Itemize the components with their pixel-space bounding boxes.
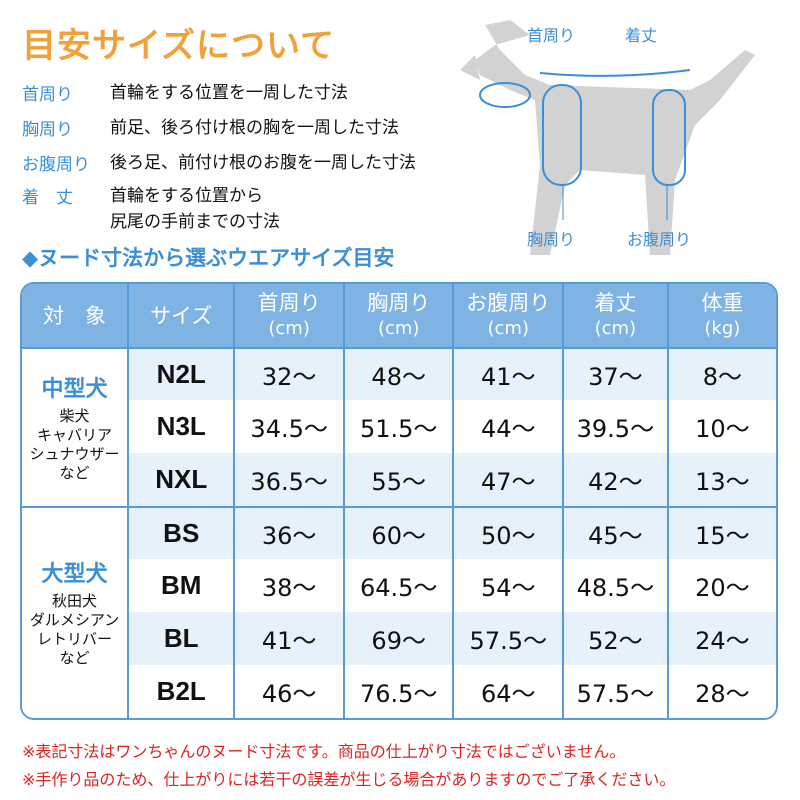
breed: レトリバー xyxy=(37,630,113,648)
category-name: 大型犬 xyxy=(41,562,108,587)
column-header: お腹周り (cm) xyxy=(454,284,565,347)
value-cell: 13〜 xyxy=(668,453,776,506)
table-row: 大型犬 秋田犬 ダルメシアン レトリバー など BS 36〜 60〜 50〜 45〜 15〜 xyxy=(22,506,776,718)
breed: ダルメシアン xyxy=(29,611,120,629)
value-cell: 64〜 xyxy=(454,665,565,718)
header-label: 胸周り xyxy=(367,290,431,315)
value-cell: 64.5〜 xyxy=(344,559,455,612)
header-label: サイズ xyxy=(150,303,213,328)
value-cell: 69〜 xyxy=(344,612,455,665)
desc: 首輪をする位置から xyxy=(110,186,263,206)
breed: シュナウザー xyxy=(29,444,120,463)
desc: 前足、後ろ付け根の胸を一周した寸法 xyxy=(110,118,399,138)
value-cell: 36〜 xyxy=(235,506,345,559)
value-cell: 38〜 xyxy=(235,559,345,612)
size-table: 対 象サイズ 首周り (cm) 胸周り (cm) お腹周り (cm) 着丈 (cm) 体重 (kg)… xyxy=(20,282,778,720)
value-cell: 8〜 xyxy=(668,347,776,400)
desc-2: 尻尾の手前までの寸法 xyxy=(110,212,280,232)
term: 着 丈 xyxy=(22,188,73,208)
size-cell: NXL xyxy=(129,453,236,506)
header-unit: (kg) xyxy=(704,317,741,339)
header-label: 体重 xyxy=(701,290,744,315)
value-cell: 15〜 xyxy=(668,506,776,559)
size-cell: BM xyxy=(129,559,236,612)
value-cell: 57.5〜 xyxy=(564,665,669,718)
table-row: NXL 36.5〜 55〜 47〜 42〜 13〜 xyxy=(22,453,776,506)
value-cell: 20〜 xyxy=(668,559,776,612)
value-cell: 41〜 xyxy=(235,612,345,665)
diagram-label-belly: お腹周り xyxy=(627,230,692,249)
value-cell: 41〜 xyxy=(454,347,565,400)
dog-diagram-illustration xyxy=(460,20,755,255)
value-cell: 48〜 xyxy=(344,347,455,400)
diagram-label-neck: 首周り xyxy=(527,26,576,45)
breed: 秋田犬 xyxy=(52,592,98,610)
value-cell: 60〜 xyxy=(344,506,455,559)
value-cell: 46〜 xyxy=(235,665,345,718)
table-subtitle: ◆ヌード寸法から選ぶウエアサイズ目安 xyxy=(22,246,395,270)
size-cell: B2L xyxy=(129,665,236,718)
page-title: 目安サイズについて xyxy=(22,26,335,66)
value-cell: 34.5〜 xyxy=(235,400,345,453)
breed: など xyxy=(59,649,90,667)
term: お腹周り xyxy=(22,155,90,175)
table-row: BM 38〜 64.5〜 54〜 48.5〜 20〜 xyxy=(22,559,776,612)
column-header: 対 象 xyxy=(22,284,130,347)
header-label: 着丈 xyxy=(594,290,637,315)
value-cell: 37〜 xyxy=(564,347,669,400)
value-cell: 52〜 xyxy=(564,612,669,665)
header-unit: (cm) xyxy=(487,317,529,339)
note-2: ※手作り品のため、仕上がりには若干の誤差が生じる場合がありますのでご了承ください… xyxy=(22,770,676,789)
header-unit: (cm) xyxy=(594,317,637,339)
size-cell: N2L xyxy=(129,347,236,400)
value-cell: 24〜 xyxy=(668,612,776,665)
header-label: お腹周り xyxy=(466,290,551,315)
table-row: 中型犬 柴犬 キャバリア シュナウザー など N2L 32〜 48〜 41〜 37〜 8〜 xyxy=(22,347,776,506)
size-cell: N3L xyxy=(129,400,236,453)
term: 胸周り xyxy=(22,120,73,140)
term: 首周り xyxy=(22,85,73,105)
column-header: 胸周り (cm) xyxy=(344,284,455,347)
header-label: 対 象 xyxy=(43,303,107,328)
value-cell: 51.5〜 xyxy=(344,400,455,453)
value-cell: 57.5〜 xyxy=(454,612,565,665)
diagram-label-chest: 胸周り xyxy=(527,230,576,249)
breed: 柴犬 xyxy=(59,406,90,425)
value-cell: 76.5〜 xyxy=(344,665,455,718)
value-cell: 44〜 xyxy=(454,400,565,453)
table-row: BL 41〜 69〜 57.5〜 52〜 24〜 xyxy=(22,612,776,665)
value-cell: 50〜 xyxy=(454,506,565,559)
table-row: B2L 46〜 76.5〜 64〜 57.5〜 28〜 xyxy=(22,665,776,718)
category-cell: 中型犬柴犬 キャバリア シュナウザー など xyxy=(22,347,130,506)
column-header: 着丈 (cm) xyxy=(564,284,669,347)
value-cell: 42〜 xyxy=(564,453,669,506)
header-label: 首周り xyxy=(257,290,321,315)
category-name: 中型犬 xyxy=(41,376,108,402)
value-cell: 10〜 xyxy=(668,400,776,453)
value-cell: 32〜 xyxy=(235,347,345,400)
value-cell: 39.5〜 xyxy=(564,400,669,453)
value-cell: 54〜 xyxy=(454,559,565,612)
size-cell: BS xyxy=(129,506,236,559)
header-unit: (cm) xyxy=(377,317,420,339)
desc: 後ろ足、前付け根のお腹を一周した寸法 xyxy=(110,153,416,173)
value-cell: 45〜 xyxy=(564,506,669,559)
breed: など xyxy=(59,463,90,482)
breed: キャバリア xyxy=(37,425,113,444)
table-row: N3L 34.5〜 51.5〜 44〜 39.5〜 10〜 xyxy=(22,400,776,453)
column-header: 首周り (cm) xyxy=(235,284,345,347)
value-cell: 48.5〜 xyxy=(564,559,669,612)
value-cell: 47〜 xyxy=(454,453,565,506)
diagram-label-length: 着丈 xyxy=(625,26,658,45)
category-cell: 大型犬秋田犬 ダルメシアン レトリバー など xyxy=(22,506,130,718)
value-cell: 28〜 xyxy=(668,665,776,718)
value-cell: 36.5〜 xyxy=(235,453,345,506)
desc: 首輪をする位置を一周した寸法 xyxy=(110,83,348,103)
column-header: サイズ xyxy=(129,284,236,347)
column-header: 体重 (kg) xyxy=(668,284,776,347)
note-1: ※表記寸法はワンちゃんのヌード寸法です。商品の仕上がり寸法ではございません。 xyxy=(22,742,626,761)
size-cell: BL xyxy=(129,612,236,665)
header-unit: (cm) xyxy=(268,317,310,339)
value-cell: 55〜 xyxy=(344,453,455,506)
